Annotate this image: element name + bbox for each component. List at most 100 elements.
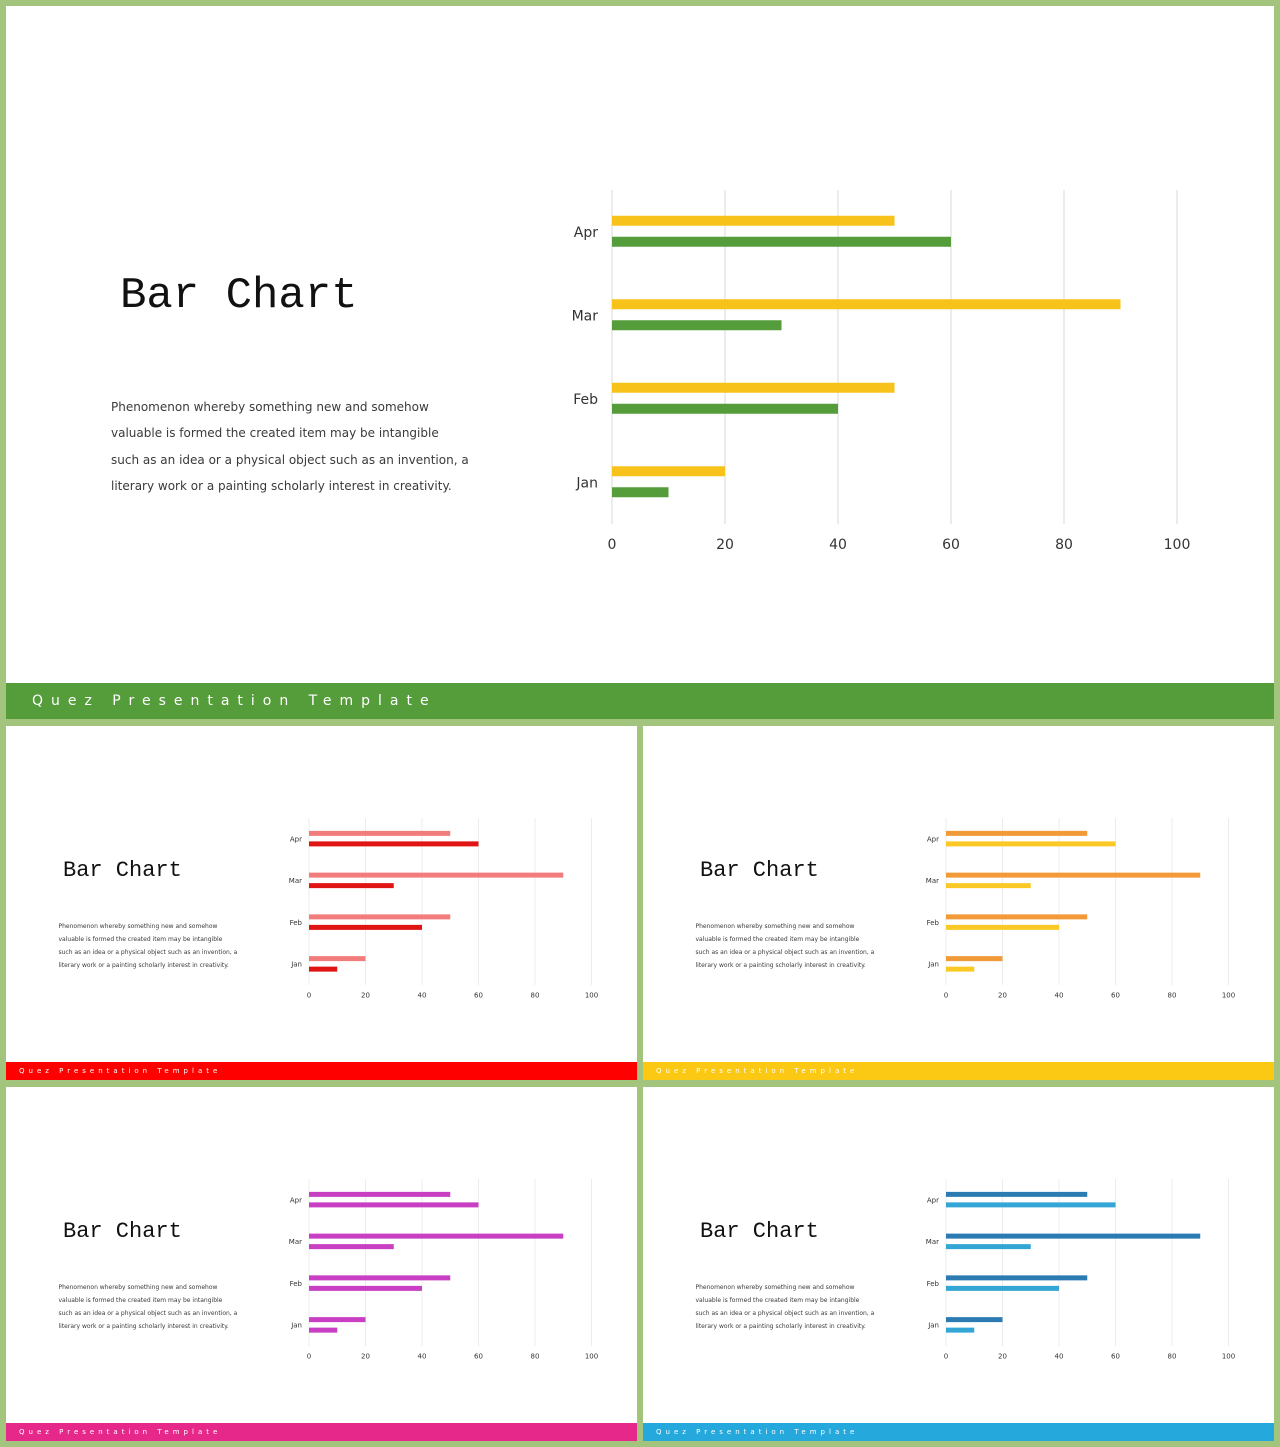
slide-description: Phenomenon whereby something new and som… (695, 923, 875, 970)
slide-title: Bar Chart (120, 271, 358, 321)
bar-chart: 0 20 40 60 80 100 Jan Feb Mar Apr (926, 818, 1235, 1000)
category-label: Apr (927, 1196, 939, 1204)
slide-3: Bar Chart Phenomenon whereby something ne… (643, 726, 1274, 1080)
bar-series-1 (612, 466, 725, 477)
x-tick-label: 20 (998, 1353, 1007, 1361)
bar-series-2 (612, 320, 782, 331)
slide-title: Bar Chart (700, 858, 819, 883)
x-tick-label: 0 (944, 1353, 948, 1361)
x-tick-label: 0 (608, 537, 617, 553)
bar-series-2 (612, 236, 951, 247)
x-tick-label: 60 (1111, 1353, 1120, 1361)
bar-series-1 (309, 1317, 366, 1323)
x-tick-label: 40 (1055, 1353, 1064, 1361)
bar-series-1 (309, 1233, 564, 1239)
x-tick-label: 0 (944, 992, 948, 1000)
category-label: Apr (290, 835, 302, 843)
bar-series-2 (309, 924, 422, 930)
bar-series-2 (309, 1202, 479, 1208)
x-tick-label: 60 (474, 992, 483, 1000)
bar-series-1 (946, 1233, 1201, 1239)
bar-series-1 (309, 914, 451, 920)
x-tick-label: 20 (716, 537, 734, 553)
category-label: Jan (290, 961, 302, 969)
category-label: Mar (926, 877, 939, 885)
x-tick-label: 60 (474, 1353, 483, 1361)
x-tick-label: 60 (1111, 992, 1120, 1000)
bar-series-1 (612, 215, 895, 226)
category-label: Apr (574, 225, 598, 241)
slide-description: Phenomenon whereby something new and som… (58, 923, 238, 970)
category-label: Apr (927, 835, 939, 843)
x-tick-label: 40 (1055, 992, 1064, 1000)
footer-bar: Quez Presentation Template (6, 683, 1274, 719)
bar-series-2 (309, 883, 394, 889)
category-label: Feb (290, 1280, 303, 1288)
bar-series-2 (946, 1244, 1031, 1250)
category-label: Feb (927, 1280, 940, 1288)
bar-series-1 (946, 956, 1003, 962)
footer-bar: Quez Presentation Template (6, 1062, 637, 1080)
x-tick-label: 20 (361, 1353, 370, 1361)
bar-series-2 (612, 487, 669, 498)
bar-series-1 (309, 830, 451, 836)
bar-series-1 (946, 914, 1088, 920)
bar-series-2 (612, 403, 838, 414)
x-tick-label: 100 (1222, 992, 1235, 1000)
bar-series-2 (309, 1285, 422, 1291)
bar-chart: 0 20 40 60 80 100 Jan Feb Mar Apr (926, 1179, 1235, 1361)
category-label: Jan (290, 1322, 302, 1330)
x-tick-label: 100 (585, 1353, 598, 1361)
x-tick-label: 40 (418, 1353, 427, 1361)
bar-series-2 (309, 966, 338, 972)
bar-series-1 (309, 956, 366, 962)
slide-title: Bar Chart (700, 1219, 819, 1244)
x-tick-label: 100 (1164, 537, 1191, 553)
x-tick-label: 60 (942, 537, 960, 553)
bar-series-1 (946, 1317, 1003, 1323)
category-label: Mar (572, 308, 599, 324)
x-tick-label: 80 (531, 992, 540, 1000)
category-label: Jan (927, 1322, 939, 1330)
slide-title: Bar Chart (63, 858, 182, 883)
bar-series-1 (946, 872, 1201, 878)
x-tick-label: 40 (418, 992, 427, 1000)
category-label: Feb (573, 392, 598, 408)
x-tick-label: 100 (585, 992, 598, 1000)
bar-chart: 0 20 40 60 80 100 Jan Feb Mar Apr (289, 818, 598, 1000)
category-label: Feb (290, 919, 303, 927)
bar-series-1 (309, 1275, 451, 1281)
bar-series-1 (946, 1191, 1088, 1197)
bar-series-1 (946, 1275, 1088, 1281)
slide-4: Bar Chart Phenomenon whereby something ne… (6, 1087, 637, 1441)
bar-series-2 (946, 966, 975, 972)
bar-series-1 (612, 299, 1121, 310)
category-label: Apr (290, 1196, 302, 1204)
bar-series-1 (612, 382, 895, 393)
bar-series-1 (309, 872, 564, 878)
slide-description: Phenomenon whereby something new and som… (58, 1284, 238, 1331)
category-label: Jan (575, 475, 598, 491)
x-tick-label: 20 (998, 992, 1007, 1000)
slide-2: Bar Chart Phenomenon whereby something ne… (6, 726, 637, 1080)
bar-series-2 (946, 1202, 1116, 1208)
x-tick-label: 80 (1055, 537, 1073, 553)
bar-chart: 0 20 40 60 80 100 Jan Feb Mar Apr (572, 190, 1190, 553)
footer-bar: Quez Presentation Template (643, 1062, 1274, 1080)
x-tick-label: 20 (361, 992, 370, 1000)
bar-series-2 (309, 1327, 338, 1333)
bar-series-2 (946, 924, 1059, 930)
bar-series-2 (946, 1285, 1059, 1291)
bar-series-2 (309, 1244, 394, 1250)
bar-series-1 (946, 830, 1088, 836)
bar-series-1 (309, 1191, 451, 1197)
footer-bar: Quez Presentation Template (643, 1423, 1274, 1441)
slide-description: Phenomenon whereby something new and som… (111, 400, 469, 493)
x-tick-label: 40 (829, 537, 847, 553)
x-tick-label: 80 (1168, 1353, 1177, 1361)
category-label: Jan (927, 961, 939, 969)
x-tick-label: 80 (531, 1353, 540, 1361)
x-tick-label: 0 (307, 1353, 311, 1361)
bar-series-2 (946, 1327, 975, 1333)
bar-series-2 (946, 841, 1116, 847)
